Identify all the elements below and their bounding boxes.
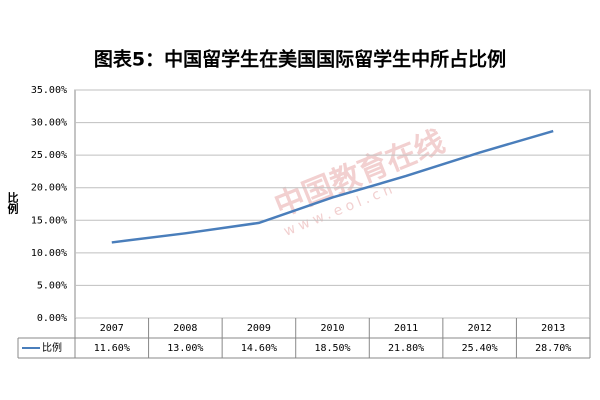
x-tick-label: 2011 xyxy=(394,323,418,334)
value-label: 11.60% xyxy=(94,343,130,354)
y-tick-label: 20.00% xyxy=(31,183,67,194)
y-tick-label: 30.00% xyxy=(31,118,67,129)
value-label: 25.40% xyxy=(462,343,498,354)
line xyxy=(111,129,554,244)
value-label: 18.50% xyxy=(314,343,350,354)
y-tick-label: 10.00% xyxy=(31,248,67,259)
value-label: 13.00% xyxy=(167,343,203,354)
value-label: 14.60% xyxy=(241,343,277,354)
x-tick-label: 2013 xyxy=(541,323,565,334)
chart-title: 图表5：中国留学生在美国国际留学生中所占比例 xyxy=(94,48,506,71)
y-tick-label: 15.00% xyxy=(31,215,67,226)
value-label: 28.70% xyxy=(535,343,571,354)
x-tick-label: 2012 xyxy=(468,323,492,334)
x-tick-label: 2009 xyxy=(247,323,271,334)
value-label: 21.80% xyxy=(388,343,424,354)
x-tick-label: 2010 xyxy=(320,323,344,334)
y-axis-label: 比例 xyxy=(6,191,19,215)
y-tick-label: 5.00% xyxy=(37,280,67,291)
legend-label: 比例 xyxy=(42,341,62,354)
x-tick-label: 2007 xyxy=(100,323,124,334)
y-tick-label: 0.00% xyxy=(37,313,67,324)
y-tick-label: 35.00% xyxy=(31,85,67,96)
y-tick-label: 25.00% xyxy=(31,150,67,161)
x-tick-label: 2008 xyxy=(173,323,197,334)
